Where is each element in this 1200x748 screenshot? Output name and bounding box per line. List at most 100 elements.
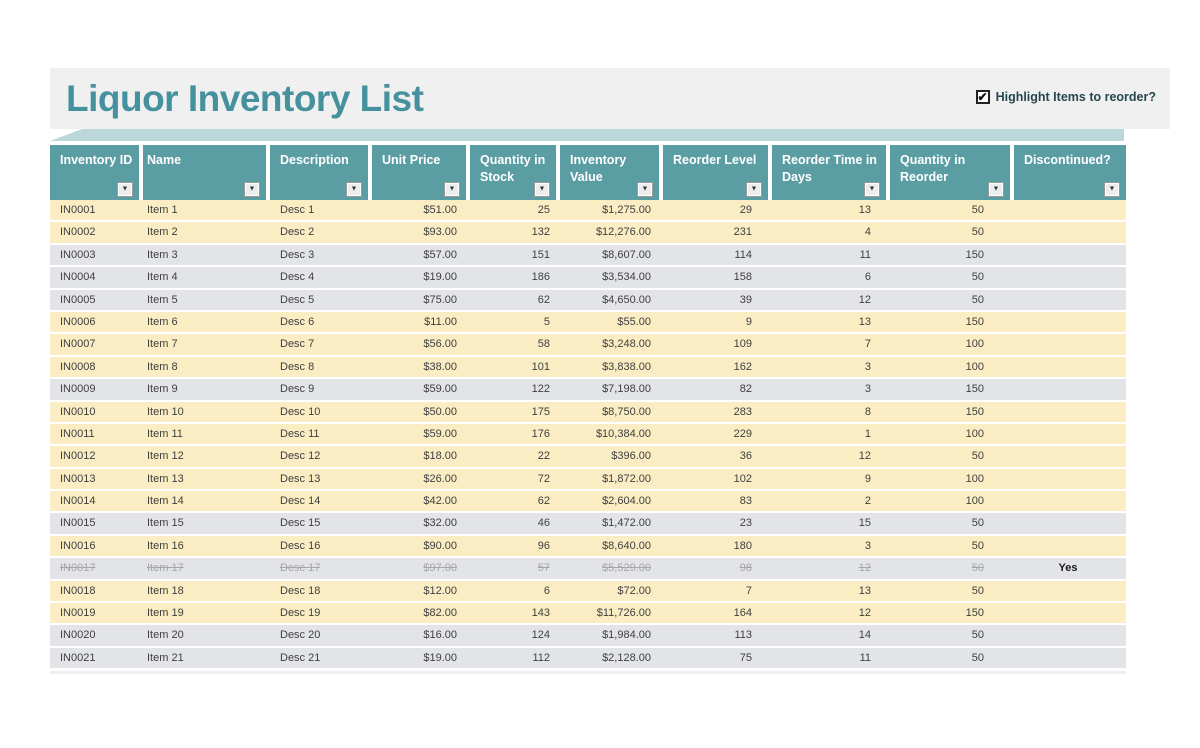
cell-r5-c2[interactable]: Item 5 <box>147 293 178 306</box>
cell-r1-c6[interactable]: $1,275.00 <box>602 204 651 216</box>
cell-r1-c5[interactable]: 25 <box>537 204 550 216</box>
cell-r21-c2[interactable]: Item 21 <box>147 651 184 664</box>
cell-r6-c7[interactable]: 9 <box>745 315 752 328</box>
cell-r16-c2[interactable]: Item 16 <box>147 539 184 552</box>
cell-r5-c9[interactable]: 50 <box>971 293 984 306</box>
highlight-reorder-checkbox[interactable]: ✔ <box>975 90 990 104</box>
cell-r15-c4[interactable]: $32.00 <box>423 517 457 530</box>
cell-r9-c3[interactable]: Desc 9 <box>280 383 315 396</box>
cell-r16-c3[interactable]: Desc 16 <box>280 539 321 552</box>
cell-r2-c7[interactable]: 231 <box>733 226 752 239</box>
cell-r10-c1[interactable]: IN0010 <box>60 405 96 418</box>
cell-r21-c5[interactable]: 112 <box>532 651 550 664</box>
cell-r14-c3[interactable]: Desc 14 <box>280 495 321 508</box>
cell-r18-c1[interactable]: IN0018 <box>60 584 96 597</box>
cell-r21-c7[interactable]: 75 <box>739 651 752 664</box>
cell-r5-c10[interactable] <box>1014 290 1126 310</box>
cell-r18-c8[interactable]: 13 <box>858 584 871 597</box>
cell-r6-c3[interactable]: Desc 6 <box>280 315 315 328</box>
cell-r19-c8[interactable]: 12 <box>858 607 871 620</box>
cell-r19-c9[interactable]: 150 <box>965 607 984 620</box>
cell-r2-c6[interactable]: $12,276.00 <box>595 226 651 239</box>
cell-r20-c2[interactable]: Item 20 <box>147 629 184 642</box>
filter-button[interactable]: ▼ <box>746 182 762 197</box>
cell-r20-c10[interactable] <box>1014 625 1126 645</box>
cell-r5-c1[interactable]: IN0005 <box>60 293 96 306</box>
cell-r7-c7[interactable]: 109 <box>733 338 752 351</box>
cell-r9-c8[interactable]: 3 <box>864 383 871 396</box>
cell-r18-c10[interactable] <box>1014 581 1126 601</box>
cell-r12-c4[interactable]: $18.00 <box>423 450 457 463</box>
cell-r7-c8[interactable]: 7 <box>864 338 871 351</box>
cell-r21-c10[interactable] <box>1014 648 1126 668</box>
cell-r11-c5[interactable]: 176 <box>531 427 550 440</box>
cell-r18-c2[interactable]: Item 18 <box>147 584 184 597</box>
cell-r18-c6[interactable]: $72.00 <box>617 584 651 597</box>
cell-r1-c9[interactable]: 50 <box>971 204 984 216</box>
cell-r17-c3[interactable]: Desc 17 <box>280 562 321 575</box>
cell-r11-c6[interactable]: $10,384.00 <box>595 427 651 440</box>
cell-r2-c3[interactable]: Desc 2 <box>280 226 315 239</box>
cell-r17-c2[interactable]: Item 17 <box>147 562 184 575</box>
cell-r15-c10[interactable] <box>1014 513 1126 533</box>
cell-r19-c10[interactable] <box>1014 603 1126 623</box>
cell-r19-c7[interactable]: 164 <box>733 607 752 620</box>
cell-r17-c10[interactable]: Yes <box>1058 562 1078 575</box>
cell-r8-c5[interactable]: 101 <box>531 360 550 373</box>
cell-r5-c8[interactable]: 12 <box>858 293 871 306</box>
cell-r3-c7[interactable]: 114 <box>734 248 752 261</box>
cell-r21-c4[interactable]: $19.00 <box>423 651 457 664</box>
cell-r8-c8[interactable]: 3 <box>864 360 871 373</box>
cell-r9-c6[interactable]: $7,198.00 <box>602 383 651 396</box>
cell-r13-c2[interactable]: Item 13 <box>147 472 184 485</box>
cell-r11-c10[interactable] <box>1014 424 1126 444</box>
cell-r15-c7[interactable]: 23 <box>739 517 752 530</box>
cell-r2-c9[interactable]: 50 <box>971 226 984 239</box>
cell-r20-c1[interactable]: IN0020 <box>60 629 96 642</box>
cell-r20-c9[interactable]: 50 <box>971 629 984 642</box>
cell-r16-c9[interactable]: 50 <box>971 539 984 552</box>
cell-r4-c10[interactable] <box>1014 267 1126 287</box>
cell-r2-c10[interactable] <box>1014 222 1126 242</box>
cell-r10-c8[interactable]: 8 <box>864 405 871 418</box>
cell-r16-c4[interactable]: $90.00 <box>423 539 457 552</box>
filter-button[interactable]: ▼ <box>444 182 460 197</box>
cell-r10-c9[interactable]: 150 <box>965 405 984 418</box>
cell-r3-c6[interactable]: $8,607.00 <box>602 248 651 261</box>
cell-r18-c3[interactable]: Desc 18 <box>280 584 321 597</box>
cell-r13-c8[interactable]: 9 <box>864 472 871 485</box>
cell-r8-c6[interactable]: $3,838.00 <box>602 360 651 373</box>
cell-r10-c7[interactable]: 283 <box>733 405 752 418</box>
cell-r10-c3[interactable]: Desc 10 <box>280 405 321 418</box>
cell-r21-c6[interactable]: $2,128.00 <box>602 651 651 664</box>
cell-r18-c5[interactable]: 6 <box>543 584 550 597</box>
cell-r5-c5[interactable]: 62 <box>537 293 550 306</box>
cell-r2-c8[interactable]: 4 <box>864 226 871 239</box>
filter-button[interactable]: ▼ <box>1104 182 1120 197</box>
cell-r6-c8[interactable]: 13 <box>858 315 871 328</box>
cell-r7-c6[interactable]: $3,248.00 <box>602 338 651 351</box>
cell-r8-c3[interactable]: Desc 8 <box>280 360 315 373</box>
cell-r17-c5[interactable]: 57 <box>537 562 550 575</box>
cell-r7-c4[interactable]: $56.00 <box>423 338 457 351</box>
cell-r7-c1[interactable]: IN0007 <box>60 338 96 351</box>
cell-r7-c2[interactable]: Item 7 <box>147 338 178 351</box>
cell-r12-c5[interactable]: 22 <box>537 450 550 463</box>
filter-button[interactable]: ▼ <box>988 182 1004 197</box>
highlight-reorder-checkbox-group[interactable]: ✔ Highlight Items to reorder? <box>975 90 1156 104</box>
cell-r1-c10[interactable] <box>1014 200 1126 220</box>
cell-r1-c4[interactable]: $51.00 <box>423 204 457 216</box>
cell-r16-c6[interactable]: $8,640.00 <box>602 539 651 552</box>
cell-r2-c2[interactable]: Item 2 <box>147 226 178 239</box>
cell-r7-c10[interactable] <box>1014 334 1126 354</box>
cell-r12-c10[interactable] <box>1014 446 1126 466</box>
cell-r19-c4[interactable]: $82.00 <box>423 607 457 620</box>
cell-r17-c6[interactable]: $5,529.00 <box>602 562 651 575</box>
cell-r4-c4[interactable]: $19.00 <box>423 271 457 284</box>
cell-r6-c10[interactable] <box>1014 312 1126 332</box>
cell-r3-c10[interactable] <box>1014 245 1126 265</box>
cell-r16-c1[interactable]: IN0016 <box>60 539 96 552</box>
cell-r19-c5[interactable]: 143 <box>531 607 550 620</box>
cell-r10-c2[interactable]: Item 10 <box>147 405 184 418</box>
cell-r3-c5[interactable]: 151 <box>531 248 550 261</box>
